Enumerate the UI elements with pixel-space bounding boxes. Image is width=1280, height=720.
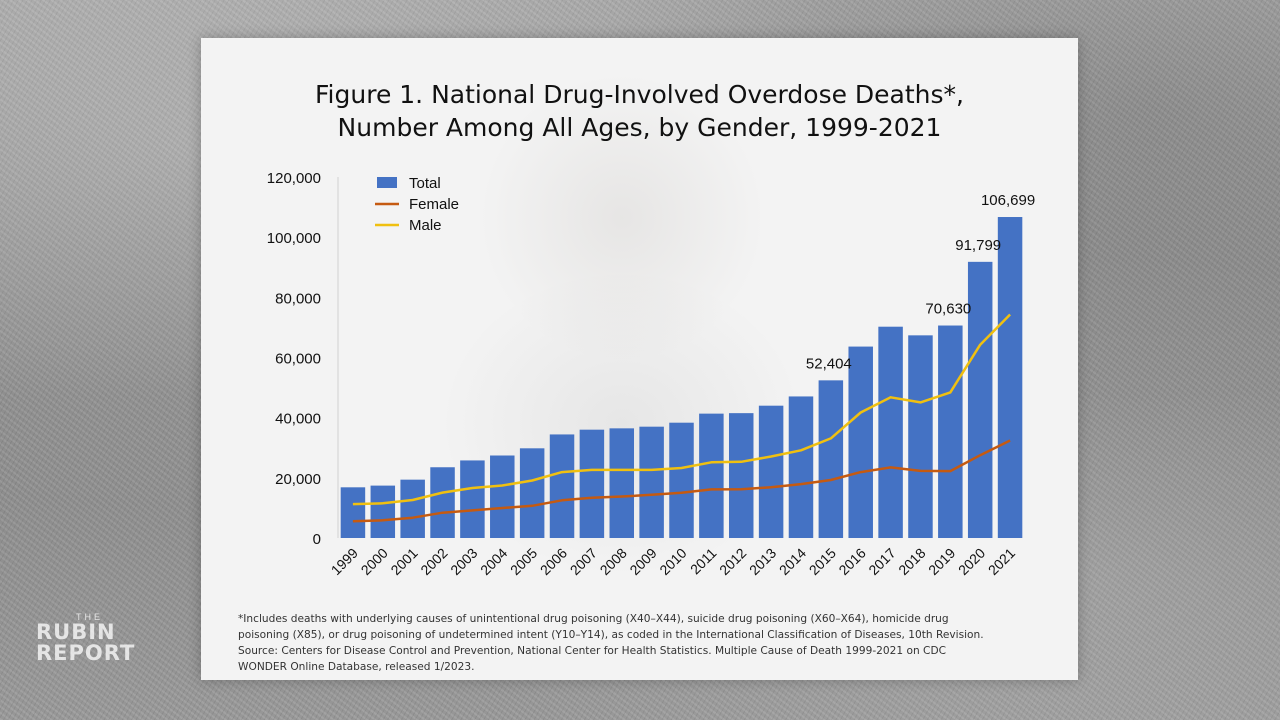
legend-swatch-total	[377, 177, 397, 188]
bar-total-2002	[430, 467, 455, 538]
bar-total-2021	[997, 217, 1023, 538]
bar-total-2011	[699, 413, 724, 538]
data-label-2021: 106,699	[981, 192, 1035, 209]
logo-rubin: RUBIN	[36, 620, 116, 644]
y-tick-label: 120,000	[267, 170, 321, 187]
bar-total-2004	[490, 455, 515, 538]
overdose-deaths-chart: 0 20,000 40,000 60,000 80,000 100,000 120,000 1…	[267, 170, 1035, 578]
y-tick-label: 100,000	[267, 230, 321, 247]
bar-total-2019	[938, 325, 963, 538]
bar-total-1999	[340, 487, 366, 538]
x-tick-label-2002: 2002	[417, 545, 450, 578]
footnote-line-2: poisoning (X85), or drug poisoning of un…	[238, 629, 984, 641]
x-tick-label-2009: 2009	[626, 545, 659, 578]
legend-label-male: Male	[409, 217, 442, 234]
x-tick-label-2017: 2017	[865, 545, 898, 578]
bar-total-2007	[579, 429, 605, 538]
bar-total-2000	[370, 485, 396, 538]
x-tick-label-2020: 2020	[955, 545, 988, 578]
x-tick-label-2007: 2007	[567, 545, 600, 578]
rubin-report-logo: THE RUBIN REPORT	[36, 612, 146, 664]
x-tick-label-2019: 2019	[925, 545, 958, 578]
chart-title-line1: Figure 1. National Drug-Involved Overdos…	[315, 80, 964, 109]
bar-total-2009	[639, 426, 664, 538]
x-tick-label-2000: 2000	[358, 545, 391, 578]
x-tick-label-2001: 2001	[387, 545, 420, 578]
y-tick-label: 20,000	[275, 471, 321, 488]
y-tick-label: 0	[313, 531, 321, 548]
x-tick-label-2016: 2016	[835, 545, 868, 578]
bar-total-2018	[908, 335, 933, 538]
bar-total-2001	[400, 479, 425, 538]
logo-the: THE	[76, 612, 103, 622]
footnote-line-4: WONDER Online Database, released 1/2023.	[238, 661, 475, 673]
x-tick-label-2010: 2010	[656, 545, 689, 578]
bar-total-2010	[669, 422, 694, 538]
bar-total-2003	[460, 460, 485, 538]
chart-slide: Figure 1. National Drug-Involved Overdos…	[201, 38, 1078, 680]
x-tick-label-2006: 2006	[537, 545, 570, 578]
footnote-line-3: Source: Centers for Disease Control and …	[238, 645, 947, 657]
bar-total-2012	[728, 413, 754, 538]
x-tick-label-1999: 1999	[328, 545, 361, 578]
x-tick-label-2003: 2003	[447, 545, 480, 578]
y-tick-label: 80,000	[275, 290, 321, 307]
x-tick-label-2021: 2021	[985, 545, 1018, 578]
chart-footnote: *Includes deaths with underlying causes …	[238, 611, 1058, 675]
legend-label-total: Total	[409, 175, 441, 192]
x-tick-label-2015: 2015	[806, 545, 839, 578]
line-series-female	[352, 439, 1011, 523]
x-tick-label-2005: 2005	[507, 545, 540, 578]
bar-total-2015	[818, 380, 844, 538]
x-tick-label-2008: 2008	[597, 545, 630, 578]
x-tick-label-2004: 2004	[477, 545, 510, 578]
x-tick-label-2014: 2014	[776, 545, 809, 578]
legend-label-female: Female	[409, 196, 459, 213]
logo-report: REPORT	[36, 641, 136, 665]
chart-title: Figure 1. National Drug-Involved Overdos…	[201, 78, 1078, 144]
chart-title-line2: Number Among All Ages, by Gender, 1999-2…	[337, 113, 942, 142]
bar-total-2013	[758, 405, 784, 538]
bar-total-2020	[967, 261, 993, 538]
data-label-2015: 52,404	[806, 355, 852, 372]
bar-total-2014	[788, 396, 814, 538]
bar-total-2016	[848, 346, 873, 538]
bar-total-2006	[549, 434, 575, 538]
bar-total-2008	[609, 428, 635, 538]
footnote-line-1: *Includes deaths with underlying causes …	[238, 613, 949, 625]
y-tick-label: 40,000	[275, 411, 321, 428]
x-tick-label-2011: 2011	[687, 545, 720, 578]
x-tick-label-2018: 2018	[895, 545, 928, 578]
x-tick-label-2012: 2012	[716, 545, 749, 578]
data-label-2020: 91,799	[955, 237, 1001, 254]
bar-total-2017	[878, 326, 903, 538]
y-tick-label: 60,000	[275, 351, 321, 368]
data-label-2019: 70,630	[925, 301, 971, 318]
x-tick-label-2013: 2013	[746, 545, 779, 578]
bar-total-2005	[519, 448, 545, 538]
line-series-male	[352, 313, 1011, 506]
